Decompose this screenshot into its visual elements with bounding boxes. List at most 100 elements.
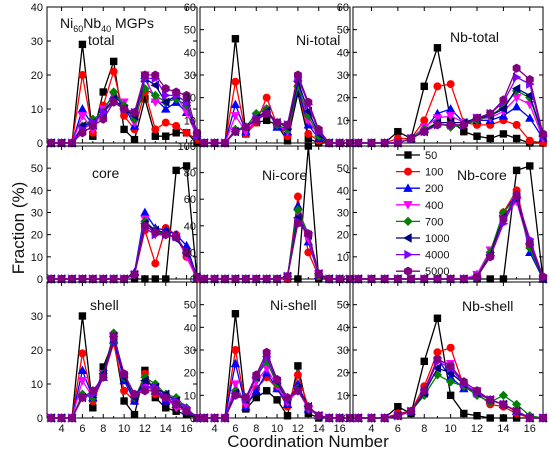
legend-label: 1000 xyxy=(425,233,449,245)
data-point xyxy=(273,396,281,404)
series-line xyxy=(358,195,544,280)
y-tick-label: 30 xyxy=(337,70,349,82)
legend-marker xyxy=(404,266,412,276)
series-5000 xyxy=(354,63,547,148)
y-tick-label: 30 xyxy=(337,345,349,357)
y-tick-label: 0 xyxy=(37,274,43,286)
data-point xyxy=(499,414,508,422)
data-point xyxy=(262,387,271,395)
y-tick-label: 0 xyxy=(190,138,196,150)
data-point xyxy=(498,104,508,114)
data-point xyxy=(172,87,181,97)
data-point xyxy=(283,393,292,403)
figure-title: Ni60Nb40 MGPs xyxy=(60,15,154,34)
legend-label: 200 xyxy=(425,183,443,195)
panel-label: shell xyxy=(90,297,119,313)
data-point xyxy=(486,395,495,405)
data-point xyxy=(473,272,481,282)
series-line xyxy=(204,220,350,280)
legend-item-4000: 4000 xyxy=(396,250,449,262)
data-point xyxy=(99,107,109,118)
data-point xyxy=(99,114,108,124)
y-tick-label: 30 xyxy=(184,70,196,82)
x-tick-label: 10 xyxy=(271,423,283,435)
panel-nb-shell: 0 10 20 30 40 50 4 6 8 10 12 14 16 Nb-shell xyxy=(337,281,548,435)
data-point xyxy=(499,275,508,283)
series-5000 xyxy=(354,354,547,423)
data-point xyxy=(230,99,241,109)
data-point xyxy=(161,230,170,240)
y-tick-label: 20 xyxy=(31,70,43,82)
legend-label: 5000 xyxy=(425,266,449,278)
legend-item-50: 50 xyxy=(396,150,437,162)
data-point xyxy=(262,93,271,102)
data-point xyxy=(354,274,363,284)
data-point xyxy=(57,413,66,423)
x-tick-label: 16 xyxy=(524,423,536,435)
y-tick-label: 40 xyxy=(184,322,196,334)
panel-label: Nb-shell xyxy=(462,298,513,314)
series-700 xyxy=(199,205,355,284)
data-point xyxy=(182,406,191,416)
y-tick-label: 0 xyxy=(37,413,43,425)
y-tick-label: 50 xyxy=(337,25,349,37)
y-tick-label: 20 xyxy=(337,93,349,105)
data-point xyxy=(283,271,292,281)
series-50 xyxy=(200,142,354,283)
legend-label: 700 xyxy=(425,216,443,228)
y-tick-label: 10 xyxy=(337,115,349,127)
data-point xyxy=(446,343,455,352)
data-point xyxy=(151,70,160,80)
data-point xyxy=(459,120,468,130)
data-point xyxy=(314,269,323,279)
legend-label: 100 xyxy=(425,167,443,179)
legend-item-1000: 1000 xyxy=(396,233,449,245)
data-point xyxy=(433,82,442,91)
x-axis-title: Coordination Number xyxy=(227,432,389,451)
data-point xyxy=(182,162,191,170)
series-1000 xyxy=(46,218,201,284)
series-50 xyxy=(200,310,354,422)
data-point xyxy=(394,127,402,136)
series-5000 xyxy=(47,221,201,284)
y-tick-label: 50 xyxy=(31,163,43,175)
legend-marker xyxy=(403,233,412,243)
panel-shell: 0 10 20 30 4 6 8 10 12 14 16 shell xyxy=(31,281,202,435)
data-point xyxy=(77,112,88,121)
data-point xyxy=(525,113,535,122)
data-point xyxy=(446,391,455,400)
data-point xyxy=(304,229,313,239)
series-50 xyxy=(47,162,201,283)
series-400 xyxy=(199,80,355,148)
panel-label: Nb-total xyxy=(450,29,499,45)
data-point xyxy=(120,125,128,134)
data-point xyxy=(407,133,415,144)
y-tick-label: 0 xyxy=(190,274,196,286)
x-tick-label: 4 xyxy=(212,423,218,435)
data-point xyxy=(200,138,209,148)
data-point xyxy=(162,404,170,412)
legend-label: 50 xyxy=(425,150,437,162)
data-point xyxy=(109,97,118,107)
y-tick-label: 60 xyxy=(184,194,196,206)
series-200 xyxy=(199,201,355,283)
data-point xyxy=(512,63,521,73)
data-point xyxy=(231,77,240,86)
data-point xyxy=(182,247,191,257)
series-200 xyxy=(199,83,355,147)
data-point xyxy=(526,162,534,170)
data-point xyxy=(172,122,181,131)
legend-item-700: 700 xyxy=(396,216,443,228)
data-point xyxy=(141,275,149,283)
y-tick-label: 50 xyxy=(337,163,349,175)
y-tick-label: 20 xyxy=(337,368,349,380)
data-point xyxy=(293,370,302,379)
data-point xyxy=(293,70,302,80)
data-point xyxy=(459,377,468,387)
series-400 xyxy=(199,364,355,423)
data-point xyxy=(262,274,271,284)
data-point xyxy=(161,393,170,403)
series-line xyxy=(51,217,198,280)
data-point xyxy=(446,120,455,130)
